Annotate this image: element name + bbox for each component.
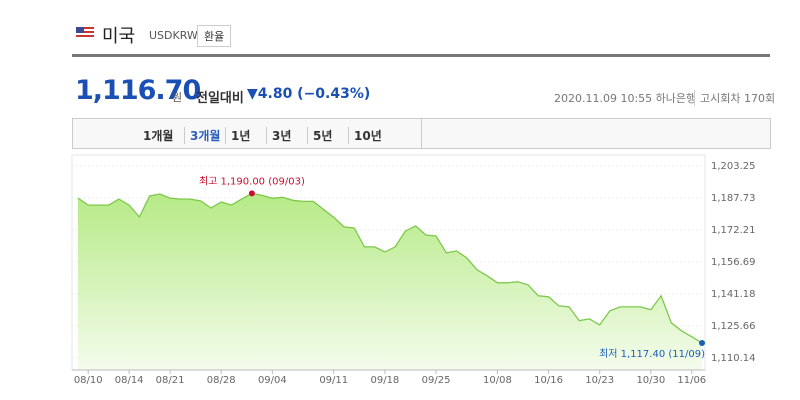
quote-round: 고시회차 170회	[694, 90, 775, 106]
x-tick-label: 09/18	[370, 375, 399, 386]
y-tick-label: 1,187.73	[711, 193, 756, 204]
x-tick-label: 11/06	[677, 375, 706, 386]
y-tick-label: 1,110.14	[711, 353, 756, 364]
x-tick-label: 10/23	[585, 375, 614, 386]
divider	[72, 54, 770, 57]
extreme-dot	[699, 339, 705, 346]
y-tick-label: 1,141.18	[711, 289, 756, 300]
tab-bar: 1개월 3개월 1년 3년 5년 10년	[72, 118, 771, 149]
code: USDKRW	[149, 29, 198, 42]
x-tick-label: 10/16	[534, 375, 563, 386]
x-tick-label: 08/28	[207, 375, 236, 386]
x-tick-label: 09/04	[258, 375, 287, 386]
range-tab[interactable]: 5년	[307, 127, 332, 144]
extreme-label: 최저 1,117.40 (11/09)	[599, 348, 705, 360]
x-tick-label: 09/25	[422, 375, 451, 386]
extreme-label: 최고 1,190.00 (09/03)	[199, 175, 305, 187]
extreme-dot	[248, 190, 255, 197]
x-tick-label: 10/30	[636, 375, 665, 386]
x-tick-label: 08/21	[156, 375, 185, 386]
x-tick-label: 08/10	[74, 375, 103, 386]
y-tick-label: 1,156.69	[711, 257, 756, 268]
fx-button[interactable]: 환율	[197, 25, 232, 47]
flag-icon	[76, 27, 94, 39]
y-tick-label: 1,172.21	[711, 225, 756, 236]
chart: 1,110.14 1,125.66 1,141.18 1,156.69 1,172.21…	[71, 154, 756, 386]
unit: 원	[172, 91, 183, 104]
range-tab[interactable]: 3년	[266, 127, 291, 144]
range-tab[interactable]: 10년	[348, 127, 382, 144]
range-tab[interactable]: 3개월	[184, 127, 220, 144]
x-tick-label: 09/11	[319, 375, 348, 386]
y-tick-label: 1,125.66	[711, 321, 756, 332]
price-line	[77, 192, 703, 344]
change: ▼4.80 (−0.43%)	[247, 86, 371, 102]
x-tick-label: 08/14	[115, 375, 144, 386]
change-label: 전일대비	[196, 91, 244, 106]
quote-info: 2020.11.09 10:55 하나은행	[554, 92, 697, 105]
area-fill	[78, 193, 702, 370]
range-tab[interactable]: 1년	[225, 127, 250, 144]
country: 미국	[102, 26, 136, 47]
price: 1,116.70	[75, 75, 201, 106]
y-tick-label: 1,203.25	[711, 161, 756, 172]
x-tick-label: 10/08	[483, 375, 512, 386]
range-tab[interactable]: 1개월	[143, 129, 174, 143]
